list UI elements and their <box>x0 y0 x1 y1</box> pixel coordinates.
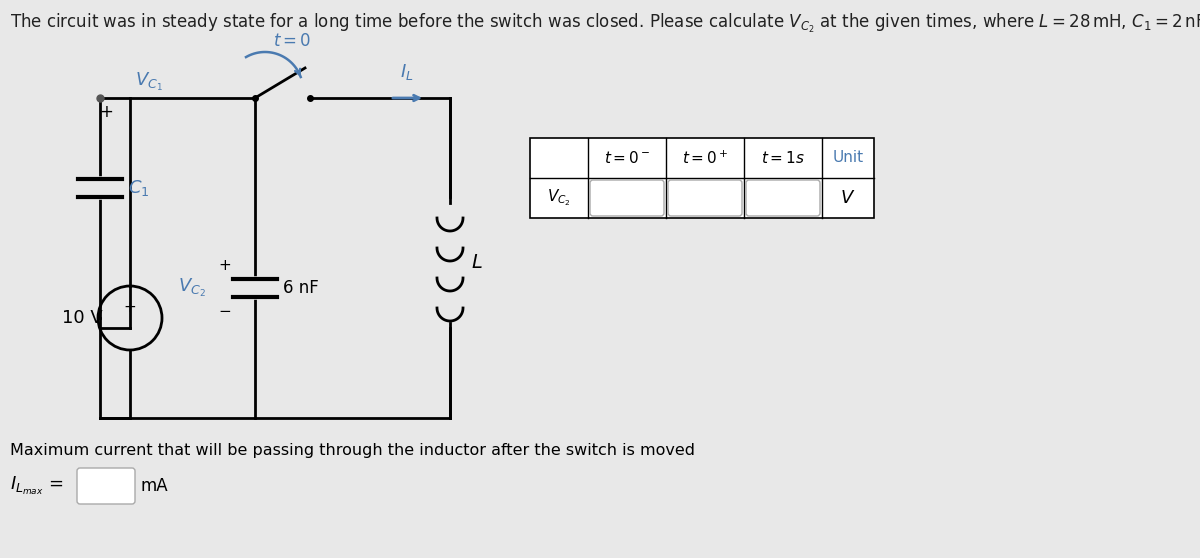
Text: The circuit was in steady state for a long time before the switch was closed. Pl: The circuit was in steady state for a lo… <box>10 12 1200 35</box>
Text: −: − <box>218 305 232 320</box>
Text: $C_1$: $C_1$ <box>128 178 150 198</box>
Text: 10 V: 10 V <box>61 309 102 327</box>
Text: Unit: Unit <box>833 151 864 166</box>
FancyBboxPatch shape <box>746 180 820 216</box>
Text: $V$: $V$ <box>840 189 856 207</box>
Text: $V_{C_1}$: $V_{C_1}$ <box>134 71 163 93</box>
Text: $L$: $L$ <box>470 253 482 272</box>
Text: +: + <box>100 103 113 121</box>
Bar <box>530 138 874 218</box>
Text: $t = 1s$: $t = 1s$ <box>761 150 805 166</box>
FancyBboxPatch shape <box>590 180 664 216</box>
FancyBboxPatch shape <box>668 180 742 216</box>
Text: Maximum current that will be passing through the inductor after the switch is mo: Maximum current that will be passing thr… <box>10 442 695 458</box>
Text: $t = 0$: $t = 0$ <box>274 32 312 50</box>
Text: +: + <box>124 301 137 315</box>
Text: $V_{C_2}$: $V_{C_2}$ <box>178 277 206 299</box>
Text: +: + <box>218 258 232 273</box>
Text: $V_{C_2}$: $V_{C_2}$ <box>547 187 571 208</box>
Text: $t = 0^+$: $t = 0^+$ <box>682 150 728 167</box>
Text: mA: mA <box>140 477 168 495</box>
Text: 6 nF: 6 nF <box>283 279 319 297</box>
Text: $t = 0^-$: $t = 0^-$ <box>604 150 650 166</box>
Text: $I_L$: $I_L$ <box>401 62 414 82</box>
Text: $I_{L_{max}}$ =: $I_{L_{max}}$ = <box>10 475 65 497</box>
FancyBboxPatch shape <box>77 468 134 504</box>
